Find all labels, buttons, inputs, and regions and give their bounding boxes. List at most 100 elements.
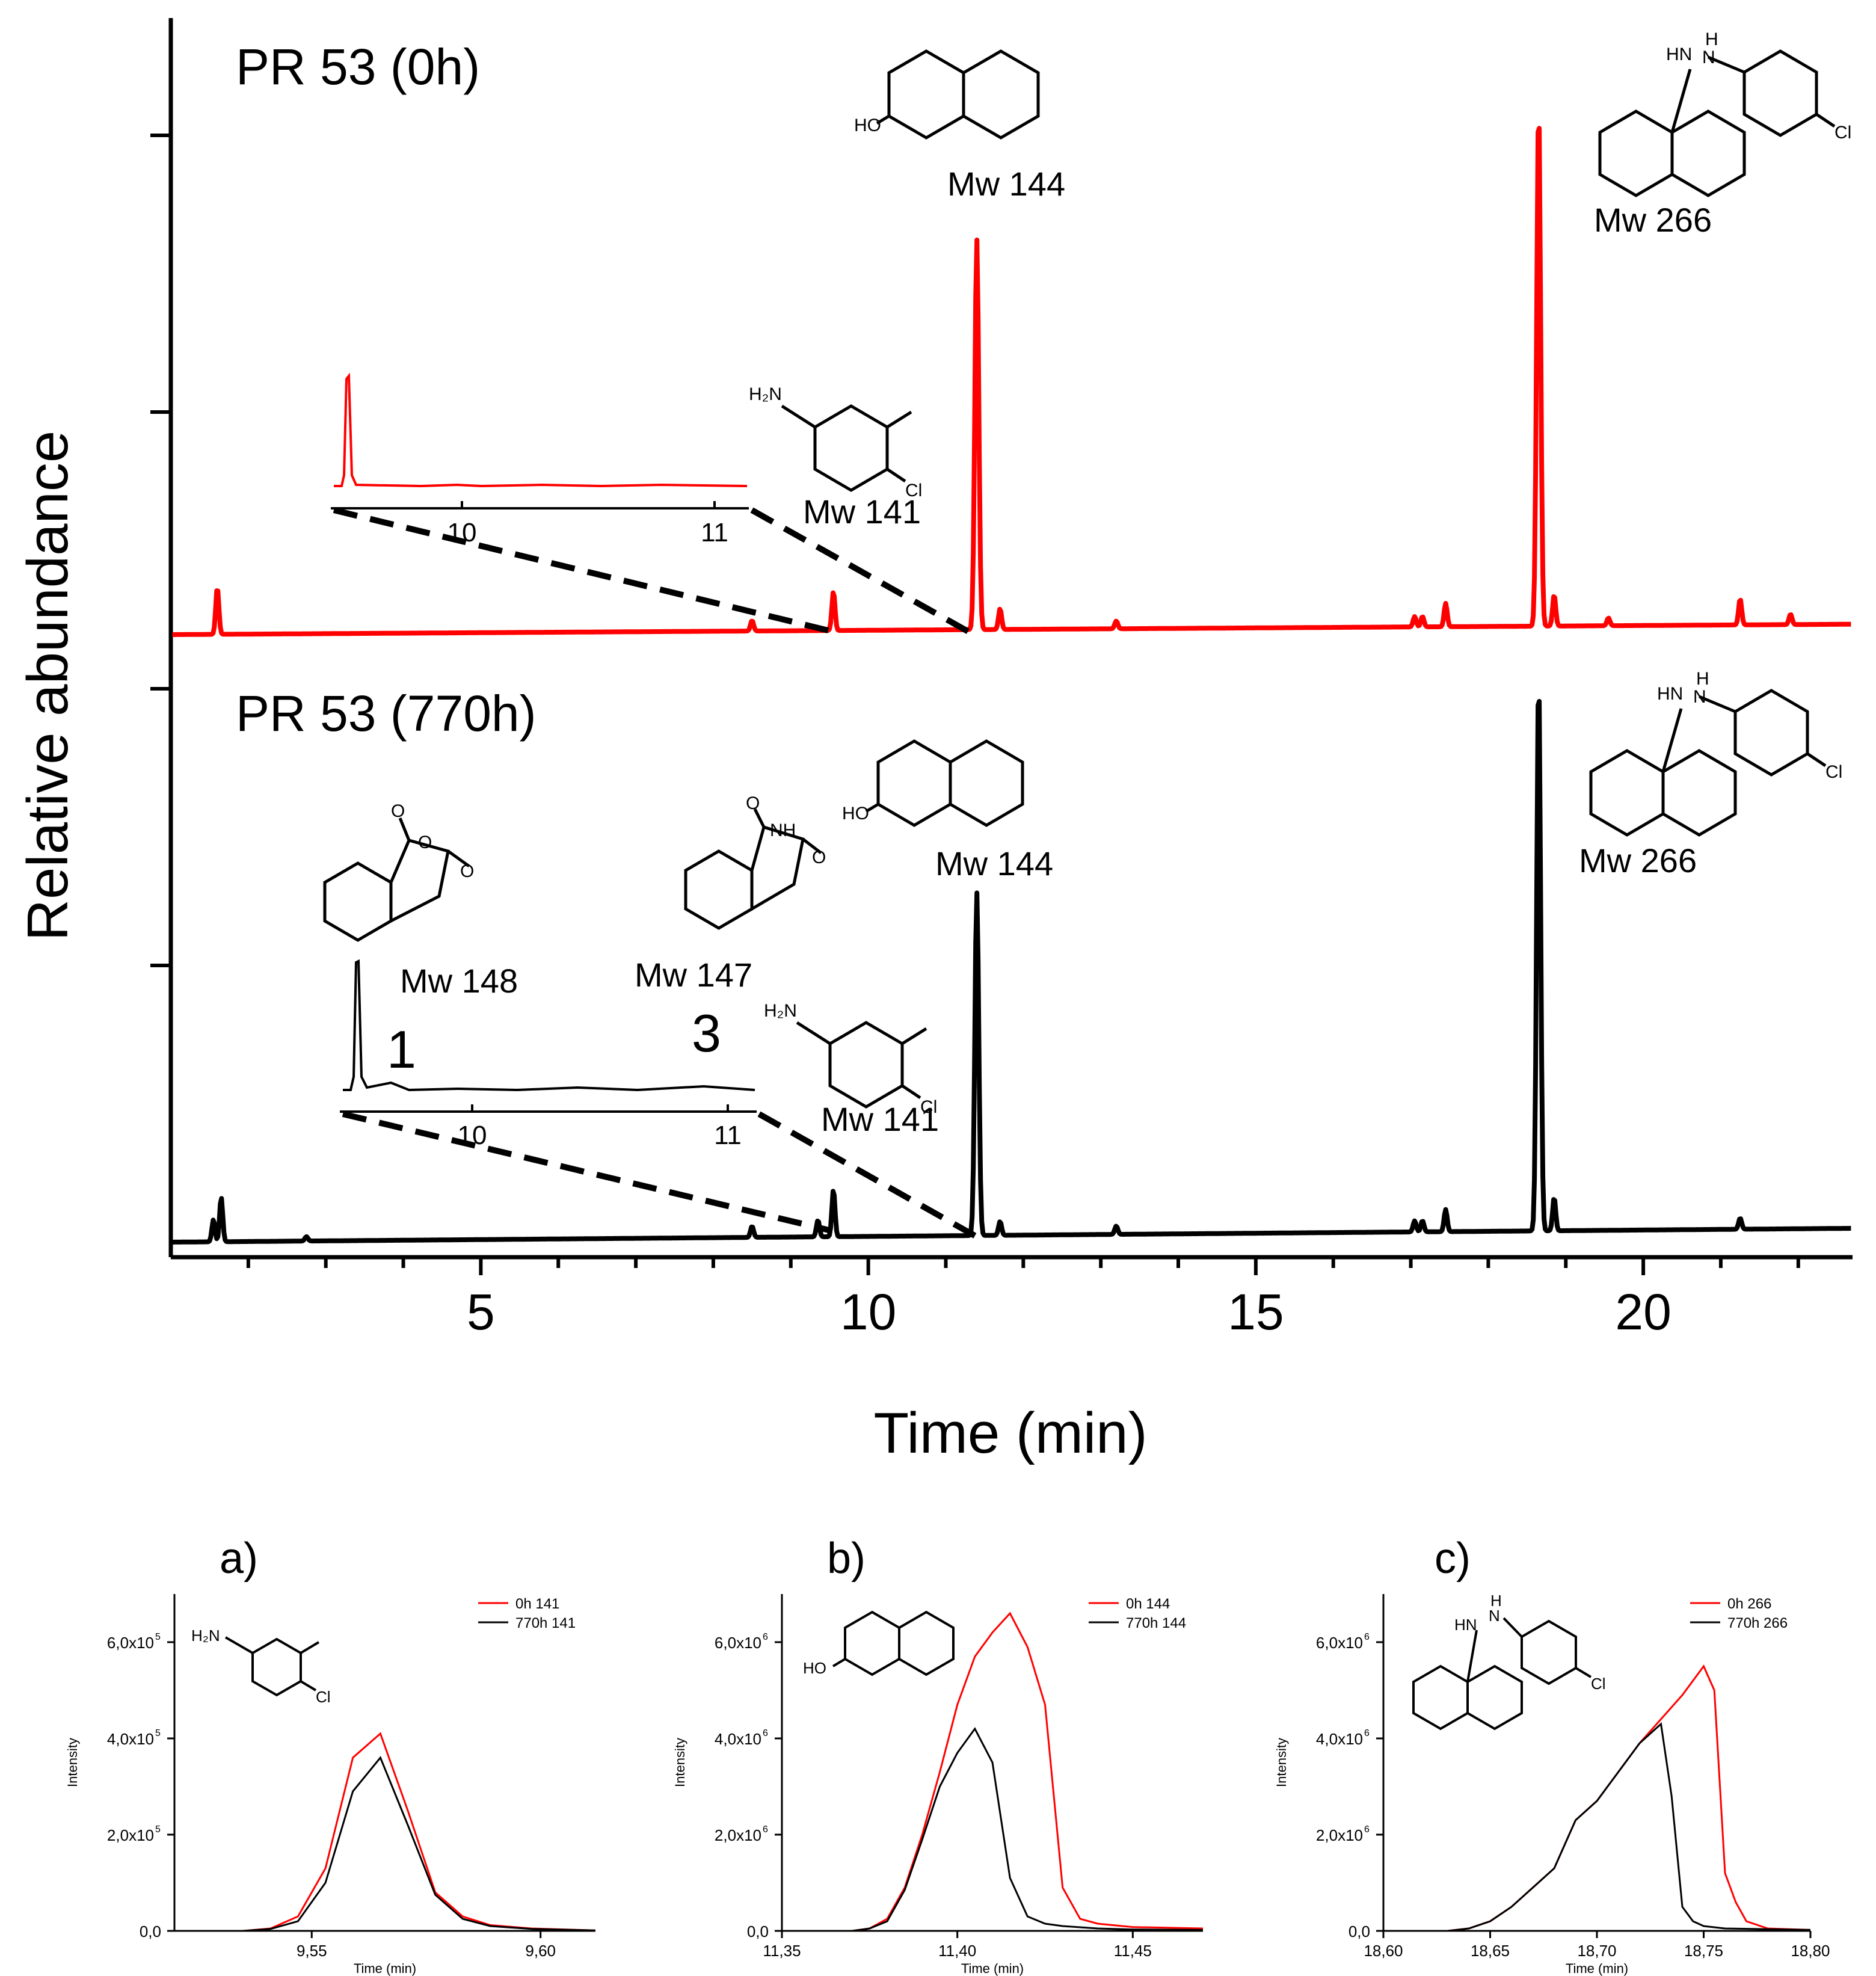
main-chart: 5 10 15 20 Time (min) Relative abundance PR…: [16, 18, 1853, 1465]
subplot-legend-label: 770h 141: [515, 1615, 576, 1631]
subplot-x-tick-label: 11,40: [938, 1942, 976, 1960]
inset-0h: 10 11: [331, 372, 970, 635]
main-x-tick-label: 15: [1228, 1284, 1284, 1340]
subplot-x-tick-label: 11,35: [763, 1942, 801, 1960]
chloroaniline-structure-770h: H₂N Cl: [764, 1001, 937, 1117]
inset-770h: 10 11: [340, 959, 977, 1239]
subplot-y-tick-label: 2,0x10: [107, 1826, 154, 1844]
benzocinnoline-structure-0h: HN H N Cl: [1598, 29, 1851, 197]
panel-title-770h: PR 53 (770h): [236, 685, 537, 742]
subplot-panel-label: a): [220, 1534, 258, 1583]
label-mw141-770h: Mw 141: [821, 1100, 939, 1138]
subplot-x-label: Time (min): [961, 1961, 1024, 1976]
svg-text:H: H: [1696, 669, 1709, 689]
phthalimide-structure: O NH O: [684, 793, 826, 930]
naphthol-structure-770h: HO: [842, 739, 1024, 827]
peak-number-3: 3: [692, 1003, 721, 1063]
subplot-legend-label: 0h 144: [1126, 1596, 1170, 1612]
subplot-y-tick-label: 6,0x10: [715, 1634, 761, 1652]
subplot-y-tick-exponent: 6: [1364, 1824, 1370, 1835]
svg-text:N: N: [1489, 1607, 1500, 1625]
subplot-y-label: Intensity: [1274, 1738, 1289, 1787]
svg-text:H₂N: H₂N: [191, 1627, 220, 1645]
inset-0h-trace: [334, 372, 748, 488]
subplot-x-label: Time (min): [354, 1961, 416, 1976]
svg-text:H: H: [1705, 29, 1718, 49]
subplot-series-line: [174, 1756, 596, 1932]
svg-text:O: O: [418, 833, 432, 852]
label-mw144-0h: Mw 144: [947, 165, 1065, 203]
svg-text:H₂N: H₂N: [764, 1001, 797, 1021]
label-mw141-0h: Mw 141: [803, 493, 921, 531]
main-y-ticks: [150, 134, 171, 967]
zoom-line-770h-left: [342, 1111, 830, 1233]
svg-text:HO: HO: [803, 1659, 826, 1677]
svg-text:N: N: [1693, 687, 1706, 707]
subplot-y-tick-label: 4,0x10: [715, 1730, 761, 1748]
label-mw144-770h: Mw 144: [935, 845, 1053, 882]
svg-text:HN: HN: [1454, 1616, 1477, 1634]
benzocinnoline-structure-770h: HN H N Cl: [1589, 669, 1842, 837]
subplot-y-tick-label: 0,0: [747, 1922, 769, 1941]
chloroaniline-structure-0h: H₂N Cl: [749, 384, 922, 500]
svg-text:Cl: Cl: [920, 1097, 937, 1117]
subplot-y-tick-exponent: 6: [1364, 1728, 1370, 1738]
subplot-x-tick-label: 18,60: [1364, 1942, 1403, 1960]
main-x-tick-label: 20: [1615, 1284, 1671, 1340]
main-x-tick-label: 10: [840, 1284, 896, 1340]
subplot-y-tick-label: 2,0x10: [715, 1826, 761, 1844]
svg-text:O: O: [746, 793, 760, 813]
svg-text:Cl: Cl: [1591, 1675, 1606, 1693]
subplot-x-tick-label: 18,80: [1791, 1942, 1830, 1960]
svg-text:O: O: [812, 848, 826, 867]
subplot-y-tick-label: 4,0x10: [1316, 1730, 1363, 1748]
subplot-x-tick-label: 11,45: [1114, 1942, 1152, 1960]
subplot-c-benzocinnoline-structure: HN H N Cl: [1412, 1592, 1606, 1731]
subplot-x-tick-label: 9,60: [525, 1942, 556, 1960]
subplot-series-line: [1383, 1664, 1811, 1932]
zoom-line-0h-right: [750, 507, 970, 635]
inset-770h-trace: [343, 959, 755, 1092]
subplot-y-label: Intensity: [672, 1738, 687, 1787]
subplot-c: c)0,02,0x10 64,0x10 66,0x10 6Intensity18,60…: [1274, 1534, 1830, 1976]
subplot-y-label: Intensity: [65, 1738, 80, 1787]
subplot-y-tick-exponent: 6: [763, 1632, 768, 1642]
subplot-b: b)0,02,0x10 64,0x10 66,0x10 6Intensity11,35…: [672, 1534, 1204, 1976]
subplot-x-tick-label: 18,75: [1684, 1942, 1723, 1960]
inset-770h-tick-label-11: 11: [714, 1121, 742, 1150]
subplot-x-tick-label: 9,55: [297, 1942, 327, 1960]
svg-text:Cl: Cl: [1834, 123, 1851, 143]
subplot-y-tick-label: 4,0x10: [107, 1730, 154, 1748]
subplot-series-line: [782, 1727, 1204, 1932]
subplot-y-tick-label: 2,0x10: [1316, 1826, 1363, 1844]
svg-text:HO: HO: [842, 804, 869, 823]
svg-text:N: N: [1702, 48, 1715, 67]
label-mw148-770h: Mw 148: [400, 962, 518, 1000]
subplot-y-tick-label: 6,0x10: [107, 1634, 154, 1652]
subplot-series-line: [1383, 1722, 1811, 1932]
label-mw266-0h: Mw 266: [1594, 201, 1712, 239]
svg-text:Cl: Cl: [1825, 762, 1842, 782]
svg-text:O: O: [460, 861, 474, 881]
subplot-y-tick-label: 0,0: [140, 1922, 161, 1941]
main-y-label: Relative abundance: [16, 431, 80, 941]
subplot-legend-label: 0h 266: [1727, 1596, 1771, 1612]
subplot-y-tick-exponent: 5: [155, 1824, 161, 1835]
svg-text:O: O: [391, 801, 405, 821]
svg-text:NH: NH: [770, 820, 796, 840]
subplot-y-tick-exponent: 6: [763, 1728, 768, 1738]
subplot-a-chloroaniline-structure: H₂N Cl: [191, 1627, 331, 1706]
subplot-x-label: Time (min): [1566, 1961, 1628, 1976]
label-mw266-770h: Mw 266: [1579, 842, 1697, 879]
main-x-tick-label: 5: [467, 1284, 495, 1340]
subplot-legend-label: 770h 266: [1727, 1615, 1788, 1631]
main-x-ticks: 5 10 15 20: [246, 1257, 1800, 1340]
subplot-x-tick-label: 18,70: [1577, 1942, 1616, 1960]
subplot-x-tick-label: 18,65: [1471, 1942, 1510, 1960]
subplot-y-tick-exponent: 6: [1364, 1632, 1370, 1642]
subplot-y-tick-label: 0,0: [1349, 1922, 1370, 1941]
main-x-label: Time (min): [873, 1401, 1147, 1465]
trace-0h: [171, 126, 1853, 637]
svg-text:Cl: Cl: [316, 1688, 331, 1706]
